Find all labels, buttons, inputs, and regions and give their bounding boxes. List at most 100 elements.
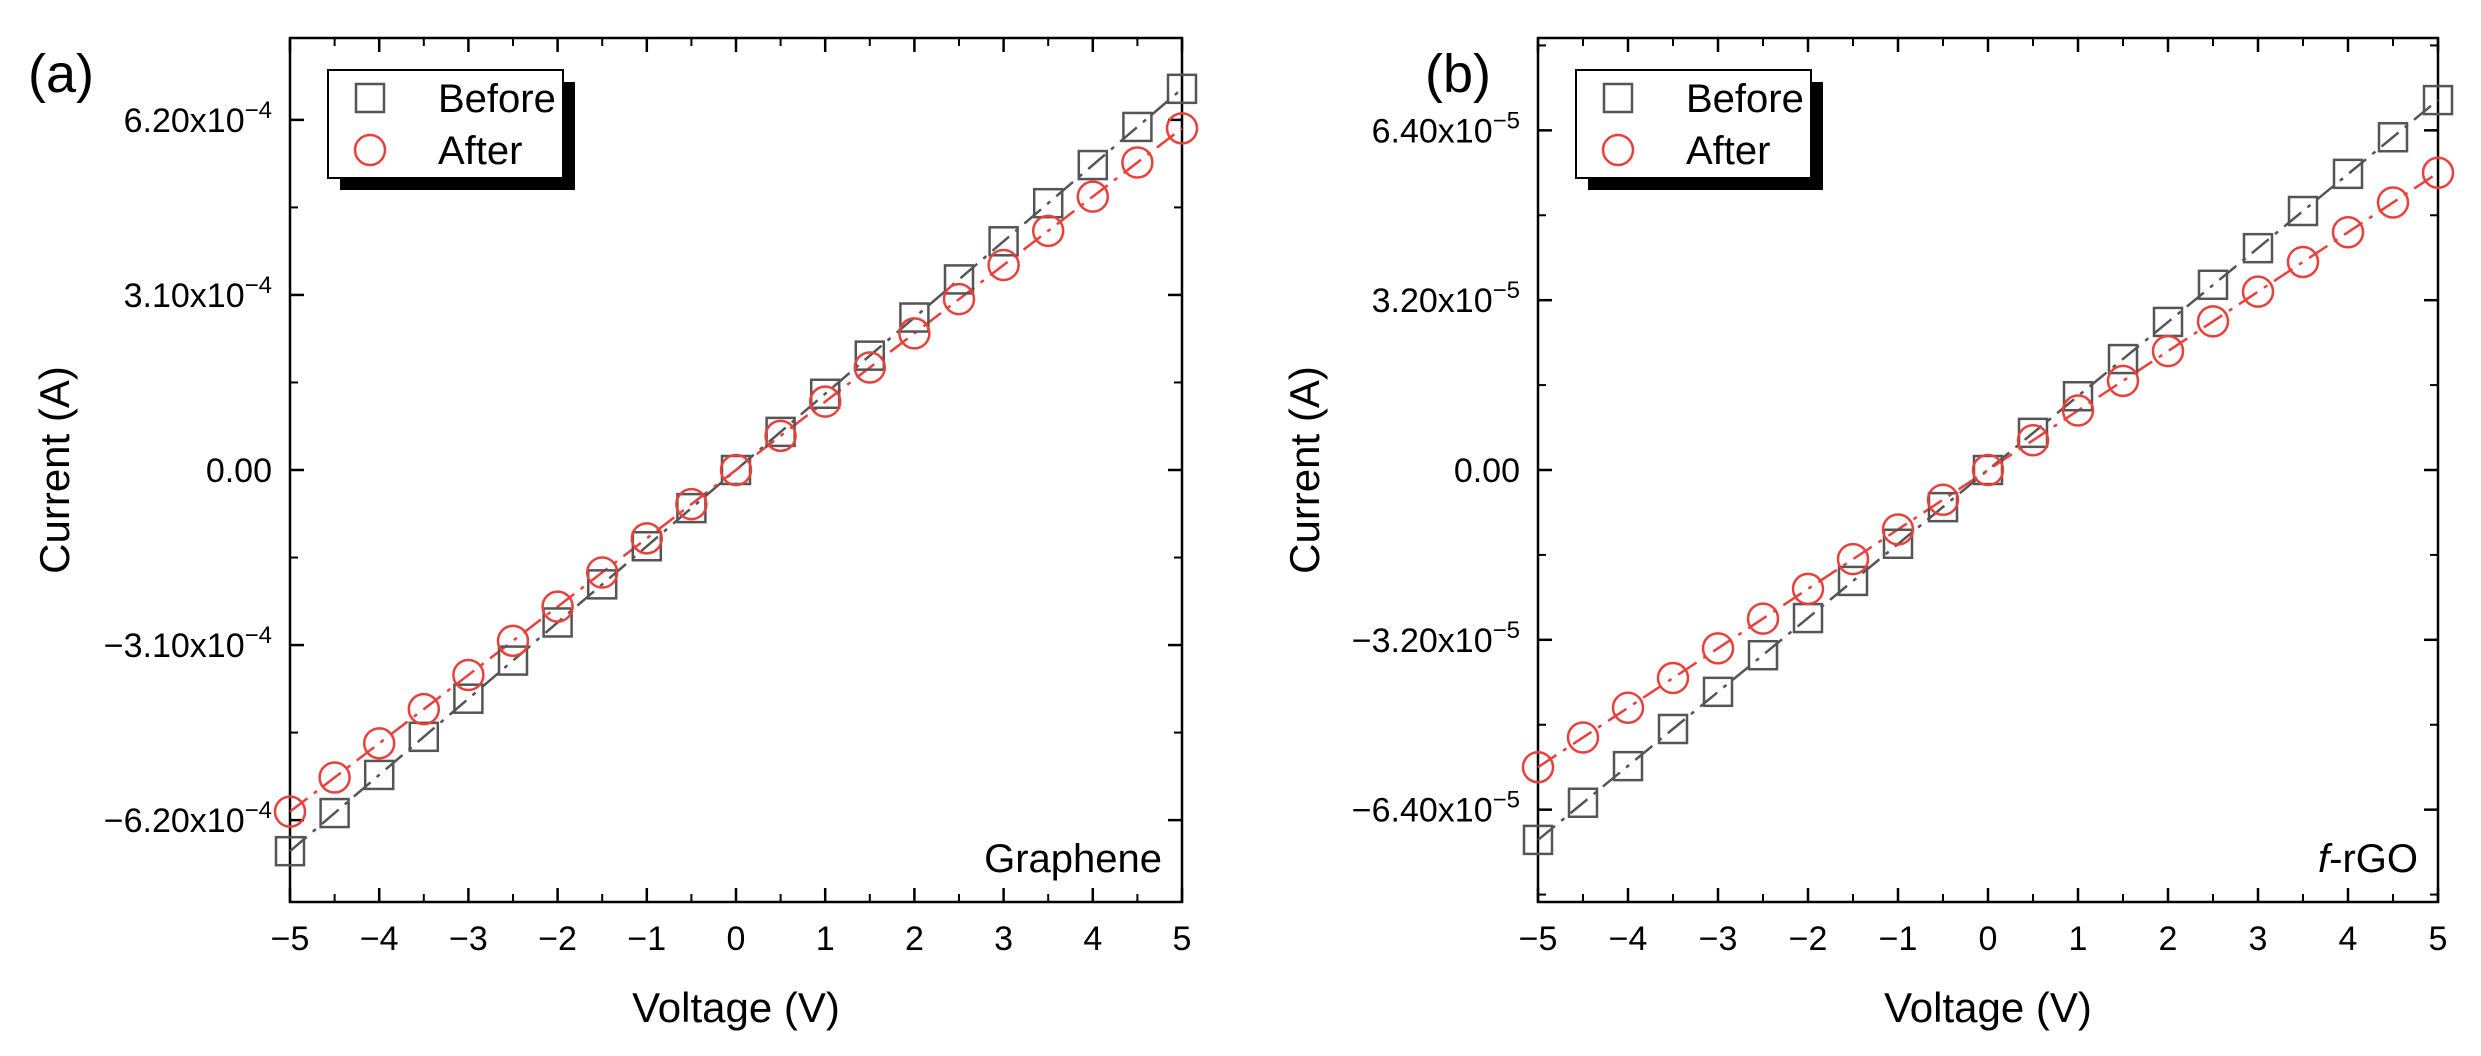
legend-marker-after	[1601, 133, 1635, 167]
legend-marker-before	[354, 82, 386, 114]
data-point-before	[1522, 824, 1554, 856]
x-tick-label: −3	[449, 920, 488, 958]
data-point-before	[1702, 676, 1734, 708]
data-point-after	[1031, 214, 1065, 248]
data-point-after	[1611, 691, 1645, 725]
data-point-before	[1882, 528, 1914, 560]
data-point-after	[2331, 215, 2365, 249]
y-tick-label: 3.20x10−5	[1372, 277, 1520, 320]
legend-label-after: After	[438, 129, 522, 173]
legend-marker-after	[353, 133, 387, 167]
data-point-before	[453, 683, 484, 714]
data-point-after	[541, 590, 574, 623]
data-point-before	[988, 226, 1019, 257]
x-tick-label: 2	[2159, 920, 2178, 958]
data-point-after	[496, 624, 530, 658]
data-point-before	[2332, 158, 2364, 190]
x-tick-label: −2	[1789, 920, 1828, 958]
data-point-before	[408, 721, 440, 753]
x-tick-label: 0	[1979, 920, 1998, 958]
data-point-before	[1837, 565, 1869, 597]
data-point-before	[2422, 84, 2454, 116]
panel-label: (a)	[28, 44, 94, 104]
data-point-after	[1521, 750, 1555, 784]
legend-label-before: Before	[1686, 77, 1804, 121]
data-point-before	[2377, 121, 2409, 153]
data-point-before	[943, 264, 975, 295]
data-point-after	[1701, 632, 1735, 665]
data-point-after	[2106, 364, 2140, 398]
fit-line-after	[1537, 171, 2439, 769]
chart-panel-a: −5 −4 −3 −2 −1 0 1 2 3 4 5 −6.20x10−4 −3.10x10−4 0.00…	[28, 36, 1199, 1031]
data-point-after	[987, 248, 1020, 282]
x-tick-label: 4	[2339, 920, 2358, 958]
data-point-after	[630, 522, 664, 555]
y-tick-label: −3.10x10−4	[104, 622, 272, 665]
y-tick-label: 0.00	[1454, 452, 1520, 490]
legend-box	[1575, 69, 1812, 179]
x-tick-label: 1	[816, 920, 835, 958]
data-point-before	[586, 569, 618, 600]
x-tick-label: −1	[627, 920, 666, 958]
data-point-after	[2421, 156, 2455, 190]
data-point-after	[2196, 305, 2230, 338]
data-point-after	[2061, 394, 2095, 427]
data-point-after	[1746, 602, 1780, 635]
data-point-before	[542, 607, 573, 638]
data-point-after	[362, 727, 396, 760]
data-point-after	[1836, 542, 1870, 576]
data-point-after	[1076, 180, 1110, 213]
data-point-before	[2287, 195, 2319, 227]
data-point-before	[854, 340, 886, 371]
data-point-after	[1656, 661, 1690, 695]
y-tick-label: 6.20x10−4	[124, 97, 272, 140]
y-tick-label: −6.20x10−4	[104, 797, 272, 840]
data-point-after	[719, 453, 753, 487]
x-tick-label: 2	[905, 920, 924, 958]
data-point-after	[764, 419, 797, 453]
x-tick-label: 3	[994, 920, 1013, 958]
x-tick-label: −5	[1519, 920, 1558, 958]
legend-label-after: After	[1686, 129, 1770, 173]
legend-label-before: Before	[438, 77, 556, 121]
x-axis-title: Voltage (V)	[632, 984, 840, 1031]
legend-marker-before	[1602, 82, 1634, 114]
x-tick-label: −1	[1879, 920, 1918, 958]
data-point-before	[497, 645, 529, 676]
data-point-before	[1032, 187, 1064, 219]
data-point-after	[2016, 424, 2050, 457]
sample-annotation: Graphene	[984, 837, 1162, 881]
x-tick-label: 0	[727, 920, 746, 958]
data-point-before	[2107, 343, 2139, 375]
data-point-before	[1077, 149, 1109, 181]
y-tick-label: 6.40x10−5	[1372, 107, 1520, 150]
x-tick-label: 1	[2069, 920, 2088, 958]
data-point-after	[675, 487, 708, 521]
x-tick-label: −4	[360, 920, 399, 958]
data-point-after	[585, 556, 619, 589]
y-tick-label: 3.10x10−4	[124, 272, 272, 315]
x-tick-label: 5	[2429, 920, 2448, 958]
data-point-before	[1612, 750, 1644, 782]
data-point-after	[853, 351, 887, 384]
data-point-after	[2286, 245, 2320, 279]
data-point-before	[1122, 111, 1153, 143]
data-point-after	[1926, 483, 1960, 516]
chart-panel-b: −5 −4 −3 −2 −1 0 1 2 3 4 5 −6.40x10−5 −3.20x10−5 0.00…	[1281, 36, 2455, 1031]
y-tick-label: 0.00	[206, 452, 272, 490]
data-point-after	[318, 761, 351, 794]
data-point-after	[2376, 186, 2410, 219]
data-point-before	[2242, 232, 2274, 264]
data-point-after	[942, 282, 976, 316]
data-point-after	[1121, 146, 1154, 179]
data-point-after	[407, 692, 441, 726]
data-point-before	[1747, 639, 1779, 671]
data-point-after	[1165, 112, 1199, 145]
data-point-before	[2197, 269, 2229, 301]
data-point-after	[452, 658, 485, 692]
data-point-before	[1166, 73, 1198, 105]
y-axis-title: Current (A)	[31, 366, 78, 574]
data-point-after	[1791, 572, 1825, 606]
data-point-before	[363, 759, 395, 791]
y-tick-label: −3.20x10−5	[1352, 617, 1520, 660]
